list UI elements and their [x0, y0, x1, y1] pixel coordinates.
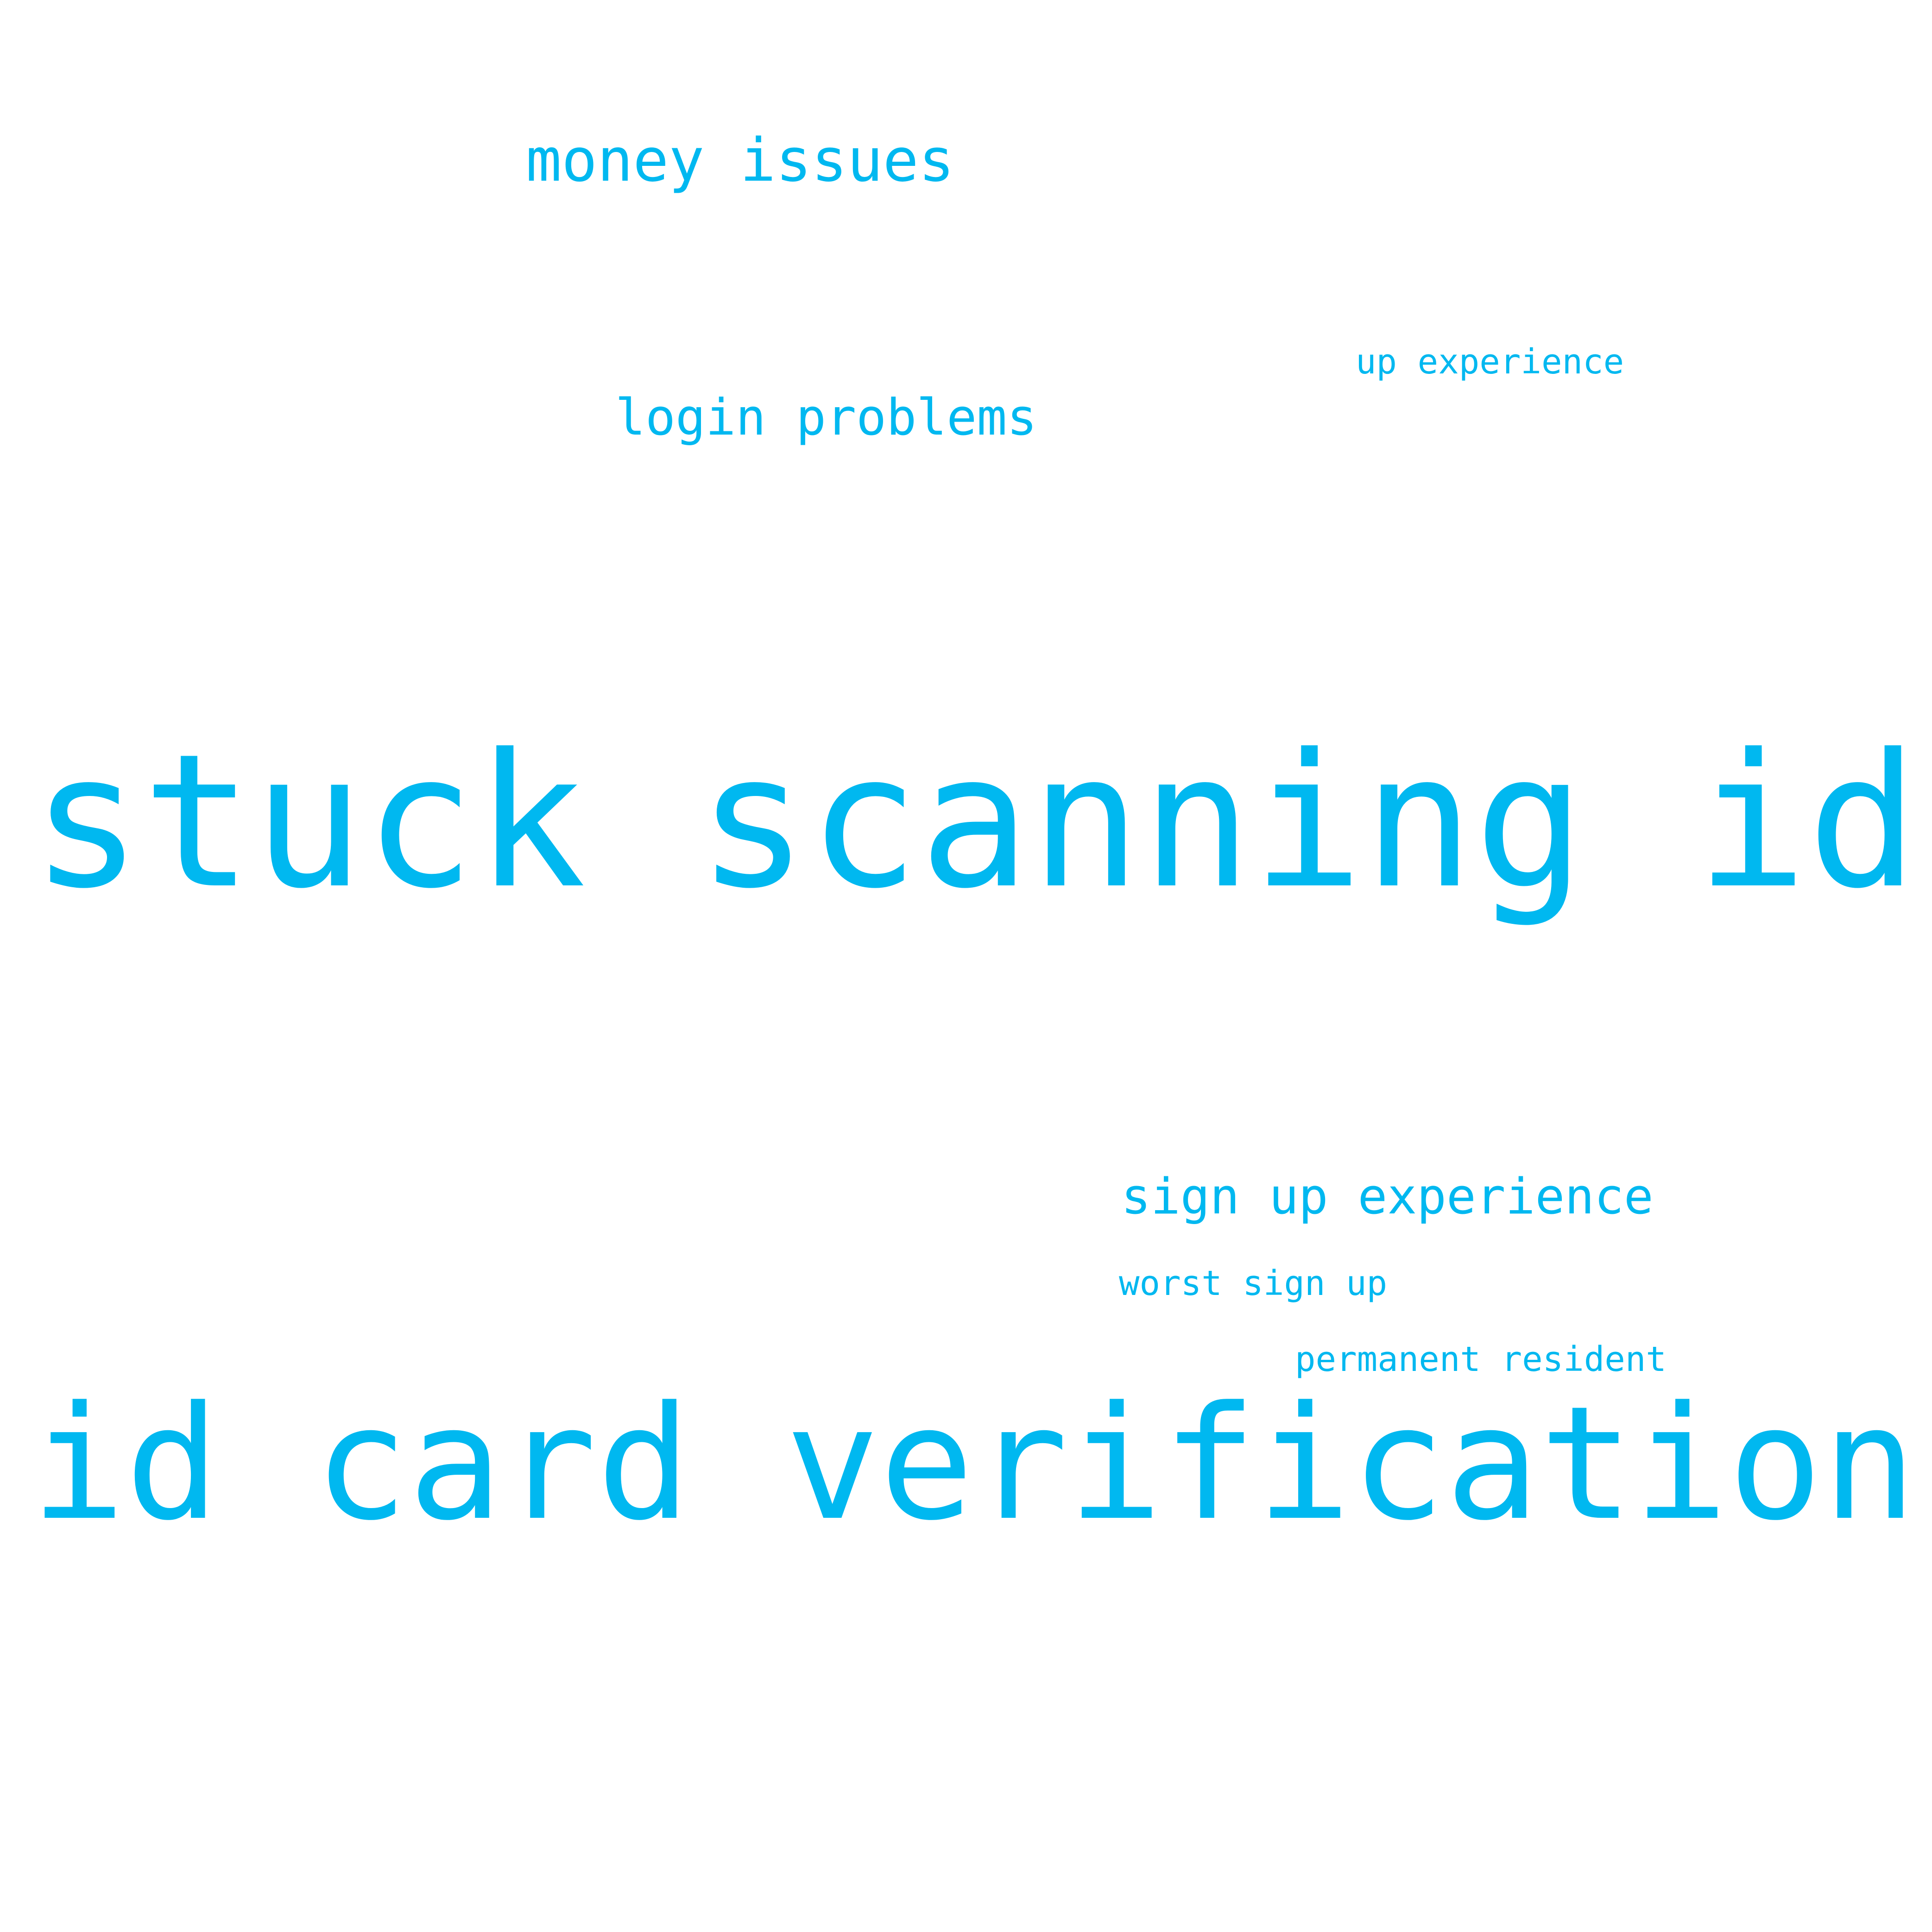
word-up-experience: up experience — [1356, 342, 1624, 382]
word-id-card-verification: id card verification — [31, 1372, 1917, 1555]
word-money-issues: money issues — [526, 126, 954, 195]
word-worst-sign-up: worst sign up — [1119, 1263, 1388, 1303]
word-permanent-resident: permanent resident — [1295, 1339, 1667, 1379]
word-login-problems: login problems — [615, 389, 1037, 447]
word-sign-up-experience: sign up experience — [1121, 1168, 1654, 1225]
word-stuck-scanning-id: stuck scanning id — [31, 714, 1919, 929]
